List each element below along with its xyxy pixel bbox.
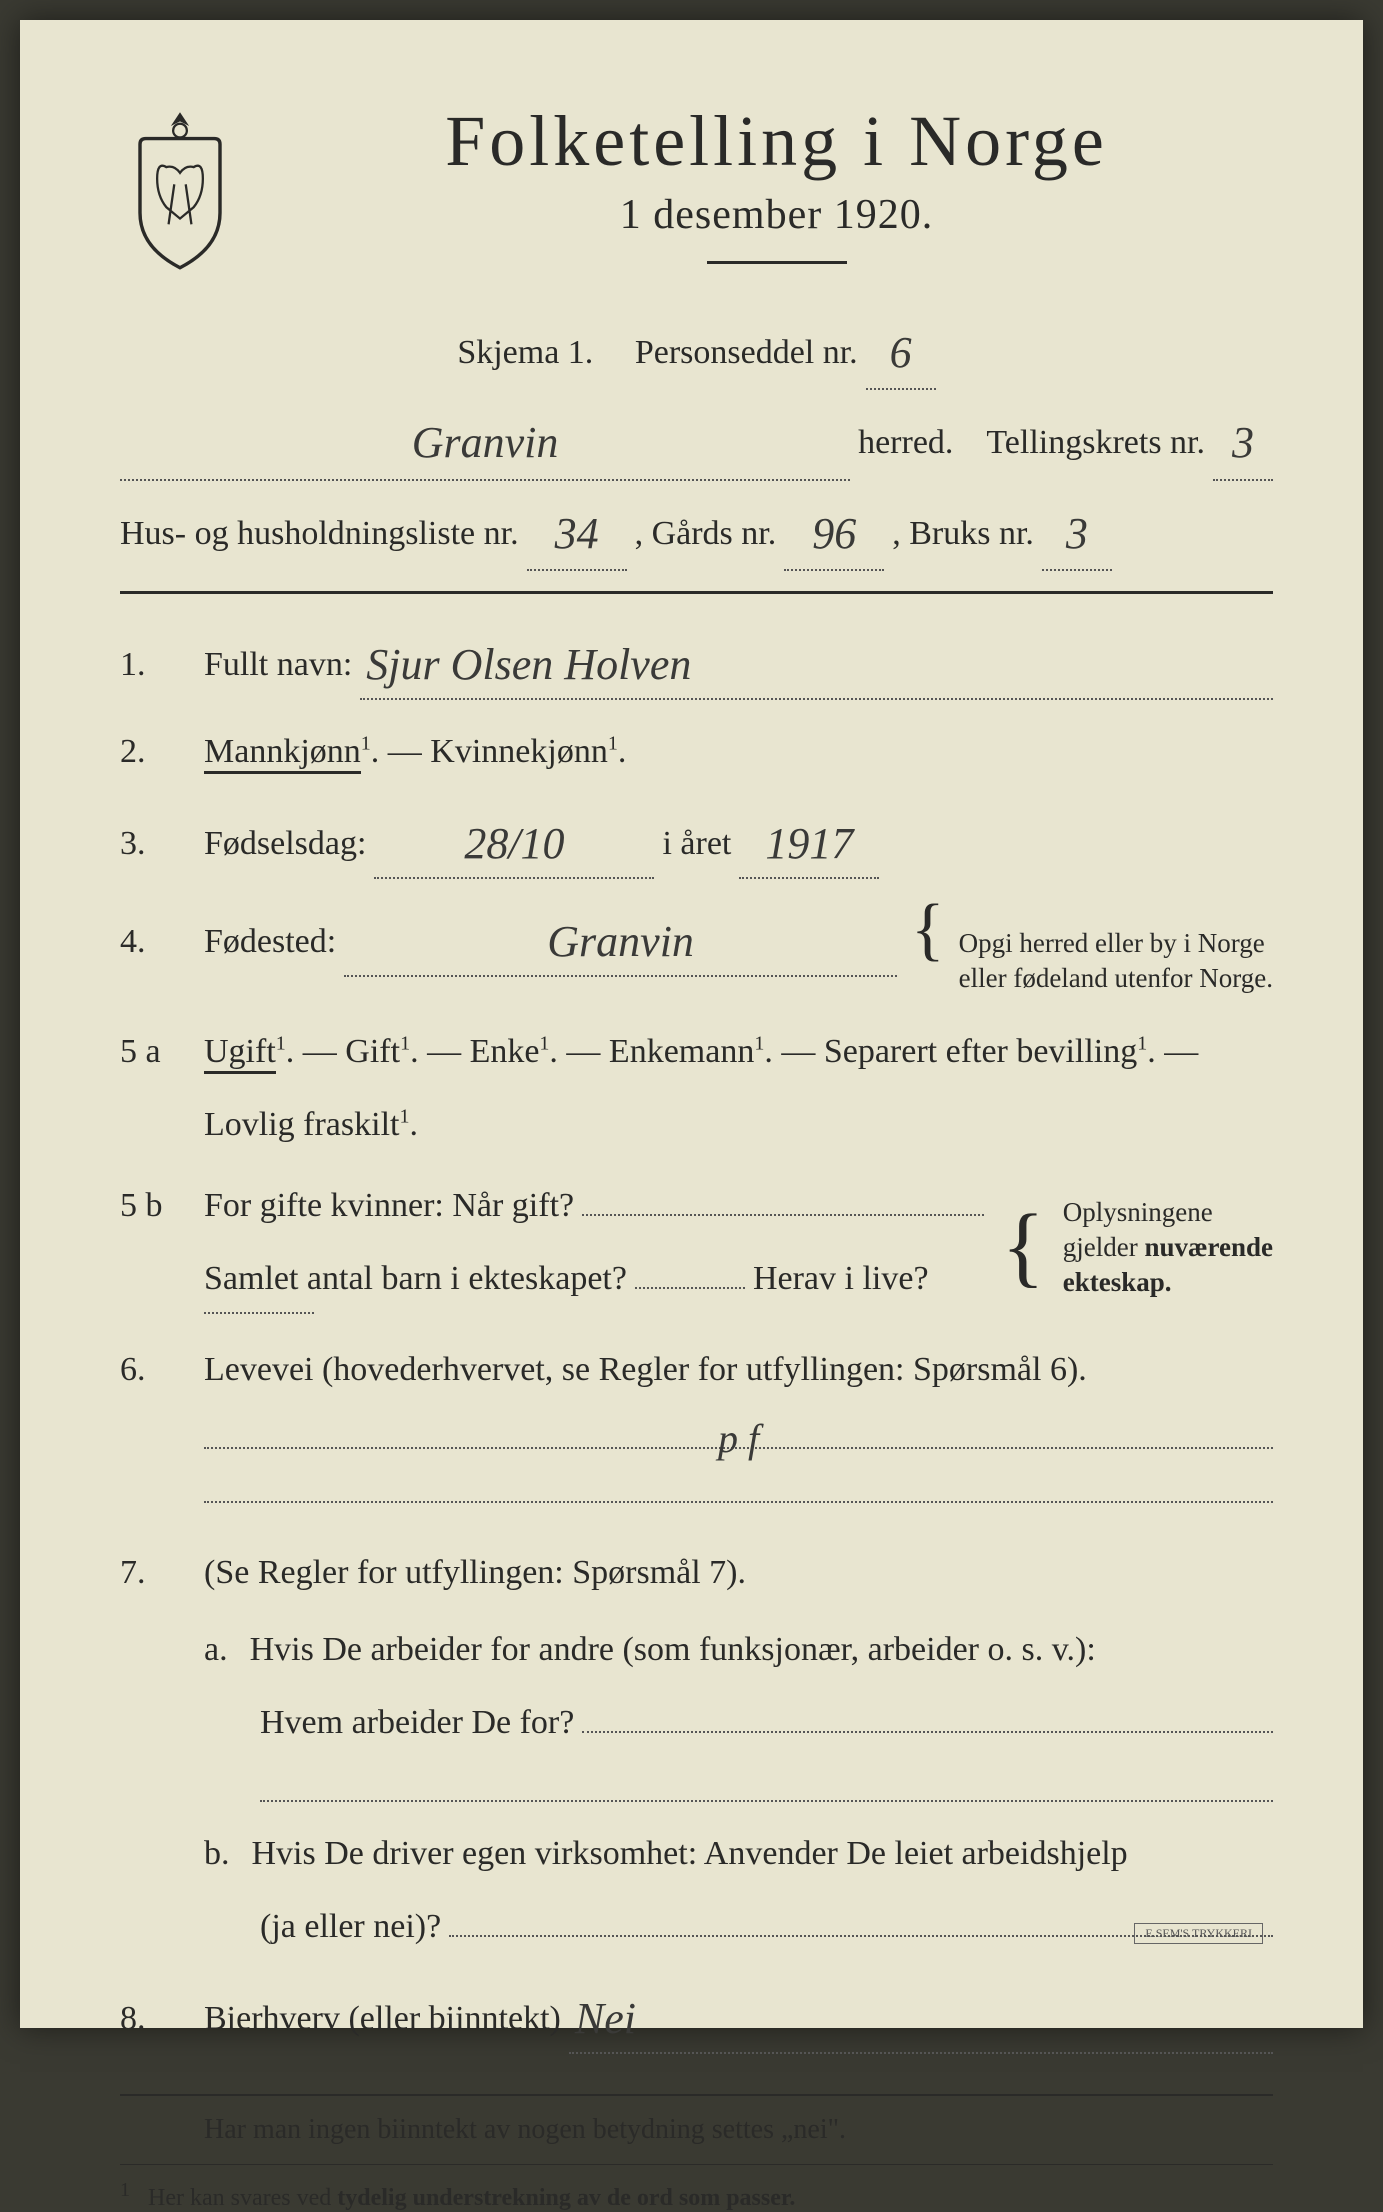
- gards-nr: 96: [784, 499, 884, 571]
- q4-value: Granvin: [344, 909, 897, 977]
- q4-label: Fødested:: [204, 916, 336, 967]
- brace-icon: {: [911, 909, 945, 951]
- subtitle: 1 desember 1920.: [280, 191, 1273, 239]
- q3-mid: i året: [662, 818, 731, 869]
- q2: 2. Mannkjønn1. — Kvinnekjønn1.: [120, 726, 1273, 777]
- divider: [707, 261, 847, 264]
- divider-thick: [120, 591, 1273, 594]
- q7a-blank2: [260, 1762, 1273, 1802]
- q5a-opt0: Ugift: [204, 1033, 276, 1074]
- q7b-num: b.: [204, 1828, 230, 1879]
- q3: 3. Fødselsdag: 28/10 i året 1917: [120, 807, 1273, 875]
- q2-num: 2.: [120, 726, 180, 777]
- husliste-label: Hus- og husholdningsliste nr.: [120, 507, 519, 561]
- q6-label: Levevei (hovederhvervet, se Regler for u…: [204, 1351, 1087, 1388]
- tellingskrets-label: Tellingskrets nr.: [986, 416, 1205, 470]
- q6-blank2: [204, 1463, 1273, 1503]
- meta-line-1: Skjema 1. Personseddel nr. 6: [120, 314, 1273, 386]
- q3-num: 3.: [120, 818, 180, 869]
- herred-label: herred.: [858, 416, 953, 470]
- q5a: 5 a Ugift1. — Gift1. — Enke1. — Enkemann…: [120, 1026, 1273, 1150]
- herred-value: Granvin: [120, 408, 850, 480]
- husliste-nr: 34: [527, 499, 627, 571]
- footer-rule-thin: [120, 2164, 1273, 2165]
- q1-num: 1.: [120, 639, 180, 690]
- header: Folketelling i Norge 1 desember 1920.: [120, 100, 1273, 304]
- q4-note: Opgi herred eller by i Norge eller fødel…: [959, 926, 1273, 996]
- q5b-blank2: [635, 1287, 745, 1289]
- q5a-line2: Lovlig fraskilt: [204, 1106, 399, 1143]
- q7: 7. (Se Regler for utfyllingen: Spørsmål …: [120, 1547, 1273, 1952]
- q5b-blank3: [204, 1312, 314, 1314]
- census-form-page: Folketelling i Norge 1 desember 1920. Sk…: [20, 20, 1363, 2028]
- bruks-nr: 3: [1042, 499, 1112, 571]
- bruks-label: , Bruks nr.: [892, 507, 1034, 561]
- q7a-num: a.: [204, 1624, 228, 1675]
- q7-label: (Se Regler for utfyllingen: Spørsmål 7).: [204, 1547, 1273, 1598]
- q7b-l1: Hvis De driver egen virksomhet: Anvender…: [252, 1828, 1128, 1879]
- q8-num: 8.: [120, 1993, 180, 2044]
- q5a-opt3: Enkemann: [609, 1033, 754, 1070]
- q5a-opt2: Enke: [470, 1033, 540, 1070]
- title-block: Folketelling i Norge 1 desember 1920.: [280, 100, 1273, 304]
- q3-day: 28/10: [374, 811, 654, 879]
- q8-label: Bierhverv (eller biinntekt): [204, 1993, 561, 2044]
- q4-num: 4.: [120, 916, 180, 967]
- q1-value: Sjur Olsen Holven: [360, 632, 1273, 700]
- gards-label: , Gårds nr.: [635, 507, 777, 561]
- printer-mark: E.SEM'S TRYKKERI: [1134, 1923, 1263, 1944]
- q7a-l2: Hvem arbeider De for?: [260, 1697, 574, 1748]
- q2-female: Kvinnekjønn: [430, 733, 608, 770]
- q5b-blank1: [582, 1214, 983, 1216]
- q5a-opt4: Separert efter bevilling: [824, 1033, 1137, 1070]
- footer-rule: [120, 2094, 1273, 2096]
- tellingskrets-nr: 3: [1213, 408, 1273, 480]
- q2-dash: —: [388, 733, 431, 770]
- q5a-opt1: Gift: [345, 1033, 400, 1070]
- q7-num: 7.: [120, 1547, 180, 1598]
- q4: 4. Fødested: Granvin { Opgi herred eller…: [120, 905, 1273, 996]
- q3-year: 1917: [739, 811, 879, 879]
- meta-line-2: Granvin herred. Tellingskrets nr. 3: [120, 404, 1273, 476]
- q7b-l2: (ja eller nei)?: [260, 1901, 441, 1952]
- q2-sup2: 1: [608, 733, 618, 755]
- q5b-l1a: For gifte kvinner: Når gift?: [204, 1180, 574, 1231]
- personseddel-label: Personseddel nr.: [635, 326, 858, 380]
- q5b: 5 b For gifte kvinner: Når gift? Samlet …: [120, 1180, 1273, 1314]
- q2-sup1: 1: [361, 733, 371, 755]
- q7a-l1: Hvis De arbeider for andre (som funksjon…: [250, 1624, 1096, 1675]
- skjema-label: Skjema 1.: [457, 326, 593, 380]
- q6: 6. Levevei (hovederhvervet, se Regler fo…: [120, 1344, 1273, 1517]
- q3-label: Fødselsdag:: [204, 818, 366, 869]
- q8-value: Nei: [569, 1986, 1273, 2054]
- q5b-note: Oplysningene gjelder nuværende ekteskap.: [1063, 1195, 1273, 1300]
- footnote: 1 Her kan svares ved tydelig understrekn…: [120, 2179, 1273, 2212]
- q8: 8. Bierhverv (eller biinntekt) Nei: [120, 1982, 1273, 2050]
- q5b-l2a: Samlet antal barn i ekteskapet?: [204, 1253, 627, 1304]
- q2-male: Mannkjønn: [204, 733, 361, 774]
- footer-note: Har man ingen biinntekt av nogen betydni…: [204, 2114, 1273, 2146]
- q6-num: 6.: [120, 1344, 180, 1395]
- coat-of-arms-icon: [120, 110, 240, 270]
- q7a-blank: [582, 1731, 1273, 1733]
- main-title: Folketelling i Norge: [280, 100, 1273, 183]
- personseddel-nr: 6: [866, 318, 936, 390]
- q1-label: Fullt navn:: [204, 639, 352, 690]
- meta-line-3: Hus- og husholdningsliste nr. 34 , Gårds…: [120, 495, 1273, 567]
- q5a-num: 5 a: [120, 1026, 180, 1077]
- brace-icon: {: [1002, 1220, 1045, 1274]
- q1: 1. Fullt navn: Sjur Olsen Holven: [120, 628, 1273, 696]
- q5b-l2b: Herav i live?: [753, 1253, 929, 1304]
- q5b-num: 5 b: [120, 1180, 180, 1231]
- q6-value: p f: [204, 1409, 1273, 1449]
